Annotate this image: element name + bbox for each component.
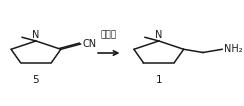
Text: N: N	[155, 30, 163, 40]
Text: N: N	[32, 30, 40, 40]
Text: NH₂: NH₂	[224, 44, 243, 54]
Text: CN: CN	[82, 39, 96, 49]
Text: 催化剂: 催化剂	[101, 30, 117, 39]
Text: 1: 1	[155, 75, 162, 86]
Text: 5: 5	[33, 75, 39, 86]
